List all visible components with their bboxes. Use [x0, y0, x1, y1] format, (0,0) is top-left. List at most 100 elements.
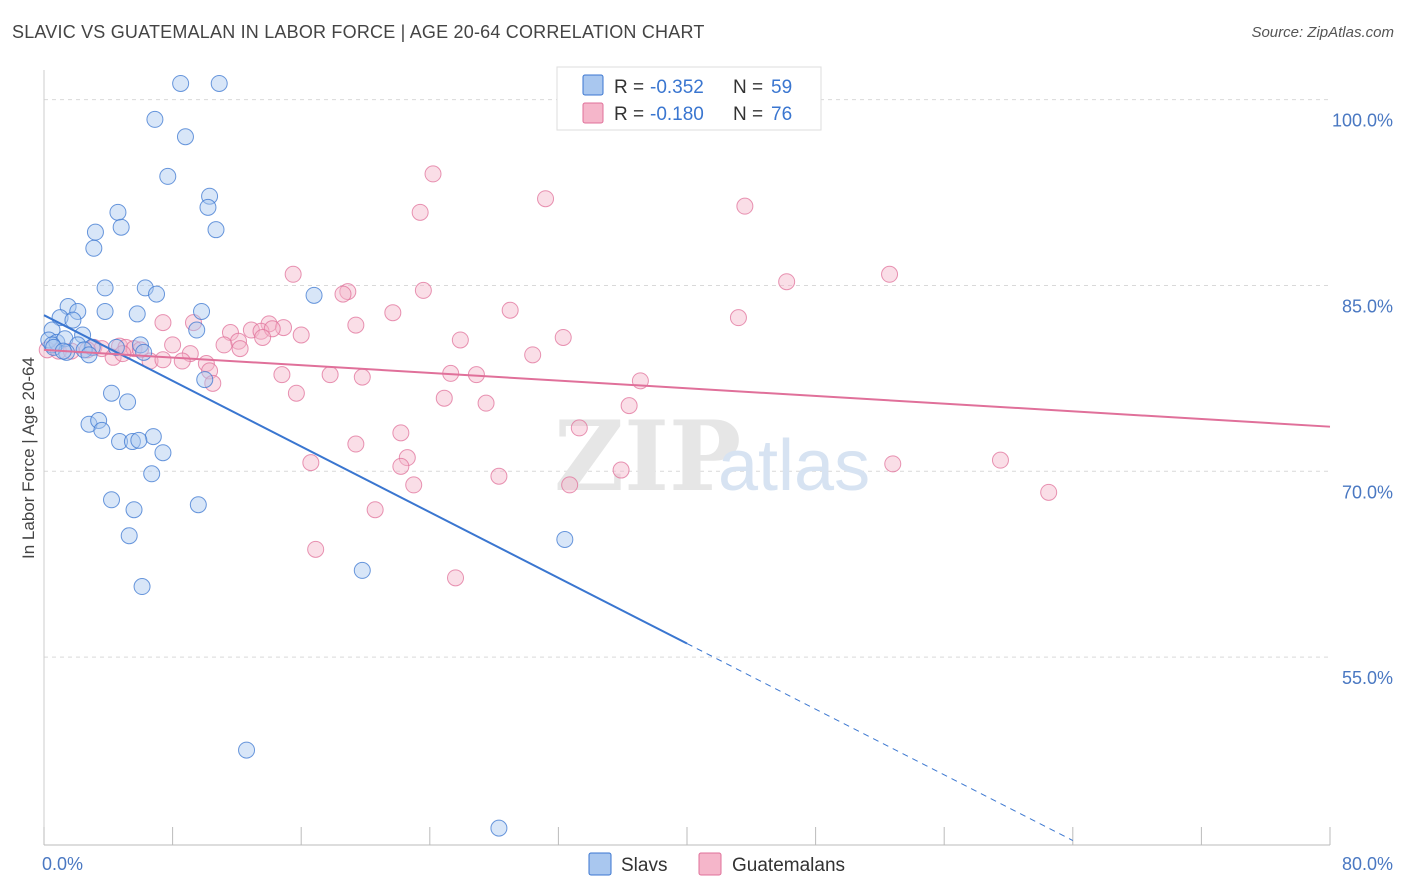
x-tick-label-1: 80.0%	[1342, 854, 1393, 874]
guatemalans-point-73	[366, 501, 384, 519]
guatemalans-point-58	[477, 394, 495, 412]
watermark-atlas: atlas	[718, 426, 870, 506]
guatemalans-point-15	[347, 316, 365, 334]
x-tick-labels: 0.0% 80.0%	[42, 854, 1393, 874]
guatemalans-point-22	[292, 326, 310, 344]
guatemalans-point-68	[612, 461, 630, 479]
stats-legend: R = -0.352 N = 59 R = -0.180 N = 76	[556, 66, 822, 131]
guatemalans-point-27	[164, 336, 182, 354]
slavs-point-8	[207, 221, 225, 239]
slavs-point-49	[130, 431, 148, 449]
legend-swatch-slavs	[582, 74, 604, 96]
guatemalans-point-12	[729, 309, 747, 327]
guatemalans-point-71	[561, 476, 579, 494]
slavs-points	[40, 74, 574, 837]
guatemalans-point-25	[451, 331, 469, 349]
slavs-point-50	[154, 444, 172, 462]
slavs-trend-line	[43, 314, 688, 645]
guatemalans-point-45	[173, 352, 191, 370]
chart-title: SLAVIC VS GUATEMALAN IN LABOR FORCE | AG…	[12, 22, 705, 42]
slavs-point-3	[176, 128, 194, 146]
slavs-point-25	[188, 321, 206, 339]
slavs-point-6	[199, 198, 217, 216]
guatemalans-point-70	[405, 476, 423, 494]
slavs-point-58	[133, 578, 151, 596]
slavs-point-41	[103, 384, 121, 402]
series-legend-label-slavs: Slavs	[621, 855, 667, 876]
legend-n-value-guatemalans: 76	[771, 104, 792, 125]
slavs-trend-extension	[686, 643, 1074, 841]
legend-r-label-guatemalans: R =	[614, 104, 644, 125]
guatemalans-point-63	[398, 449, 416, 467]
slavs-point-17	[69, 302, 87, 320]
slavs-point-1	[210, 74, 228, 92]
series-legend-label-guatemalans: Guatemalans	[732, 855, 845, 876]
slavs-point-0	[172, 74, 190, 92]
guatemalans-point-6	[778, 273, 796, 291]
watermark-zip: ZIP	[554, 400, 741, 513]
guatemalans-point-10	[501, 301, 519, 319]
slavs-point-44	[90, 411, 108, 429]
guatemalans-point-1	[537, 190, 555, 208]
guatemalans-point-9	[334, 285, 352, 303]
guatemalans-point-4	[284, 265, 302, 283]
series-legend: Slavs Guatemalans	[588, 852, 845, 876]
guatemalans-point-72	[1040, 483, 1058, 501]
guatemalans-point-3	[411, 203, 429, 221]
chart-source: Source: ZipAtlas.com	[1251, 24, 1394, 41]
guatemalans-point-60	[392, 424, 410, 442]
axes	[43, 70, 1331, 846]
y-tick-label-2: 85.0%	[1342, 296, 1393, 316]
legend-swatch-guatemalans	[582, 102, 604, 124]
slavs-point-52	[103, 491, 121, 509]
guatemalans-point-8	[339, 283, 357, 301]
guatemalans-points	[38, 165, 1058, 587]
slavs-point-7	[109, 203, 127, 221]
y-tick-labels: 55.0% 70.0% 85.0% 100.0%	[1332, 111, 1393, 689]
slavs-point-48	[123, 433, 141, 451]
slavs-point-53	[125, 501, 143, 519]
slavs-point-21	[64, 311, 82, 329]
slavs-point-60	[490, 819, 508, 837]
slavs-point-42	[119, 393, 137, 411]
slavs-point-4	[159, 167, 177, 185]
guatemalans-point-35	[231, 340, 249, 358]
slavs-point-55	[120, 527, 138, 545]
slavs-point-46	[144, 428, 162, 446]
guatemalans-point-28	[215, 336, 233, 354]
slavs-point-47	[111, 433, 129, 451]
guatemalans-point-65	[884, 455, 902, 473]
slavs-point-35	[80, 346, 98, 364]
legend-n-label-guatemalans: N =	[733, 104, 763, 125]
legend-r-value-slavs: -0.352	[650, 77, 704, 98]
guatemalans-point-62	[347, 435, 365, 453]
trend-lines	[43, 314, 1331, 841]
guatemalans-point-67	[302, 454, 320, 472]
guatemalans-point-0	[424, 165, 442, 183]
y-tick-label-0: 55.0%	[1342, 668, 1393, 688]
guatemalans-point-7	[414, 281, 432, 299]
guatemalans-point-34	[131, 341, 149, 359]
slavs-point-12	[96, 279, 114, 297]
guatemalans-point-75	[447, 569, 465, 587]
slavs-point-37	[135, 343, 153, 361]
guatemalans-point-2	[736, 197, 754, 215]
y-tick-label-1: 70.0%	[1342, 482, 1393, 502]
legend-r-value-guatemalans: -0.180	[650, 104, 704, 125]
guatemalans-point-66	[991, 451, 1009, 469]
guatemalans-point-47	[524, 346, 542, 364]
guatemalans-point-44	[154, 351, 172, 369]
gridlines	[44, 99, 1330, 658]
guatemalans-point-59	[620, 397, 638, 415]
slavs-point-10	[112, 218, 130, 236]
guatemalans-point-49	[273, 366, 291, 384]
slavs-point-9	[86, 223, 104, 241]
guatemalans-point-23	[254, 328, 272, 346]
slavs-point-56	[556, 530, 574, 548]
guatemalans-point-21	[263, 320, 281, 338]
slavs-point-45	[93, 421, 111, 439]
guatemalans-point-54	[204, 374, 222, 392]
legend-n-value-slavs: 59	[771, 77, 792, 98]
slavs-point-22	[128, 305, 146, 323]
